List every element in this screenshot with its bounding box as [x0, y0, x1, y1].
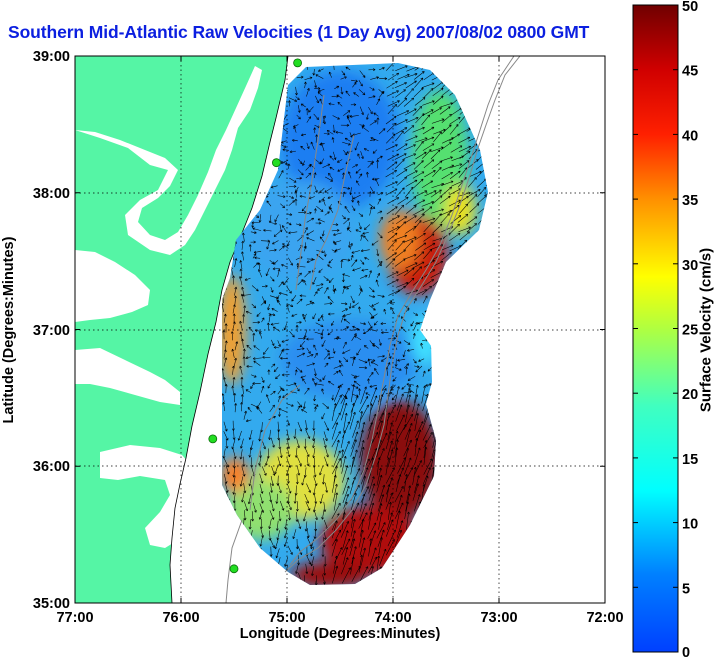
- x-tick-label: 73:00: [480, 610, 517, 626]
- colorbar-tick-label: 45: [682, 64, 698, 80]
- colorbar-tick-label: 20: [682, 387, 698, 403]
- x-tick-label: 75:00: [268, 610, 305, 626]
- chart-title: Southern Mid-Atlantic Raw Velocities (1 …: [8, 22, 590, 42]
- y-tick-label: 35:00: [33, 596, 70, 612]
- x-tick-label: 72:00: [586, 610, 623, 626]
- colorbar-label: Surface Velocity (cm/s): [697, 247, 715, 413]
- bathymetry-contours: [225, 56, 521, 603]
- colorbar-tick-label: 25: [682, 323, 698, 339]
- colorbar-tick-label: 30: [682, 258, 698, 274]
- station-marker: [208, 434, 218, 444]
- x-tick-label: 77:00: [56, 610, 93, 626]
- colorbar: [632, 4, 679, 653]
- velocity-field: [222, 63, 488, 585]
- y-tick-label: 36:00: [33, 459, 70, 475]
- grid-lines: [75, 56, 605, 603]
- x-tick-label: 76:00: [162, 610, 199, 626]
- y-tick-label: 39:00: [33, 49, 70, 65]
- x-tick-label: 74:00: [374, 610, 411, 626]
- colorbar-tick-label: 5: [682, 581, 690, 597]
- axis-tick-marks: [74, 55, 606, 604]
- x-tick-labels: 77:00 76:00 75:00 74:00 73:00 72:00: [56, 610, 623, 626]
- y-axis-label: Latitude (Degrees:Minutes): [1, 236, 17, 424]
- colorbar-tick-label: 15: [682, 452, 698, 468]
- station-marker: [229, 564, 239, 574]
- colorbar-tick-marks: [633, 4, 678, 653]
- y-tick-label: 38:00: [33, 186, 70, 202]
- colorbar-tick-label: 50: [682, 0, 698, 15]
- y-tick-labels: 39:00 38:00 37:00 36:00 35:00: [33, 49, 70, 612]
- colorbar-tick-label: 10: [682, 517, 698, 533]
- y-tick-label: 37:00: [33, 323, 70, 339]
- station-marker: [271, 158, 281, 168]
- station-marker: [293, 58, 303, 68]
- colorbar-tick-label: 35: [682, 193, 698, 209]
- colorbar-tick-labels: 50 45 40 35 30 25 20 15 10 5 0: [682, 0, 698, 659]
- station-markers: [208, 58, 303, 574]
- colorbar-tick-label: 0: [682, 645, 690, 659]
- x-axis-label: Longitude (Degrees:Minutes): [239, 626, 441, 642]
- colorbar-tick-label: 40: [682, 128, 698, 144]
